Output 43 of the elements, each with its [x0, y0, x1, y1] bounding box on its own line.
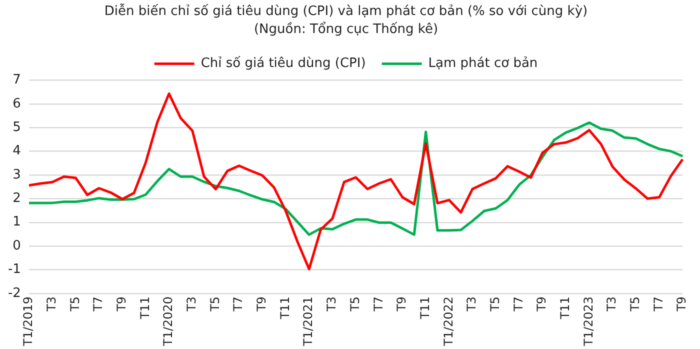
- y-tick-label: 2: [12, 191, 21, 206]
- x-tick-label: T1/2020: [161, 296, 176, 347]
- y-tick-label: -1: [8, 262, 21, 278]
- y-tick-label: 5: [12, 120, 21, 135]
- legend-label: Lạm phát cơ bản: [428, 56, 538, 72]
- x-tick-label: T7: [371, 296, 386, 312]
- x-tick-label: T1/2021: [301, 296, 316, 347]
- x-tick-label: T3: [464, 296, 479, 312]
- x-tick-label: T3: [44, 296, 58, 312]
- x-tick-label: T7: [231, 296, 246, 312]
- x-tick-label: T11: [418, 296, 432, 320]
- x-tick-label: T1/2019: [21, 296, 36, 347]
- x-tick-label: T7: [91, 296, 106, 312]
- x-tick-label: T1/2023: [581, 296, 596, 347]
- x-tick-label: T5: [348, 296, 362, 312]
- x-tick-label: T9: [394, 296, 409, 312]
- legend-label: Chỉ số giá tiêu dùng (CPI): [200, 56, 366, 72]
- x-tick-label: T3: [604, 296, 619, 312]
- y-tick-label: 6: [12, 96, 21, 112]
- x-tick-label: T5: [488, 296, 502, 312]
- y-tick-label: 1: [12, 214, 21, 230]
- x-tick-label: T11: [558, 296, 572, 320]
- x-tick-label: T7: [511, 296, 526, 312]
- x-tick-label: T5: [628, 296, 642, 312]
- y-tick-label: 7: [12, 72, 21, 88]
- x-tick-label: T5: [208, 296, 222, 312]
- y-tick-label: -2: [8, 286, 21, 301]
- chart-title: Diễn biến chỉ số giá tiêu dùng (CPI) và lạm phát cơ bản (% so với cùng kỳ): [104, 3, 588, 20]
- x-tick-label: T9: [534, 296, 549, 312]
- x-tick-label: T3: [184, 296, 198, 312]
- y-tick-label: 4: [12, 144, 21, 159]
- x-tick-label: T11: [138, 296, 152, 320]
- y-tick-label: 3: [12, 167, 21, 182]
- x-tick-label: T7: [651, 296, 666, 312]
- chart-subtitle: (Nguồn: Tổng cục Thống kê): [254, 20, 438, 37]
- x-tick-label: T3: [324, 296, 339, 312]
- x-tick-label: T9: [674, 296, 689, 312]
- y-tick-label: 0: [12, 238, 21, 254]
- x-tick-label: T11: [278, 296, 292, 320]
- x-tick-label: T9: [254, 296, 269, 312]
- x-tick-label: T5: [68, 296, 82, 312]
- x-tick-label: T1/2022: [441, 296, 456, 347]
- x-tick-label: T9: [114, 296, 128, 312]
